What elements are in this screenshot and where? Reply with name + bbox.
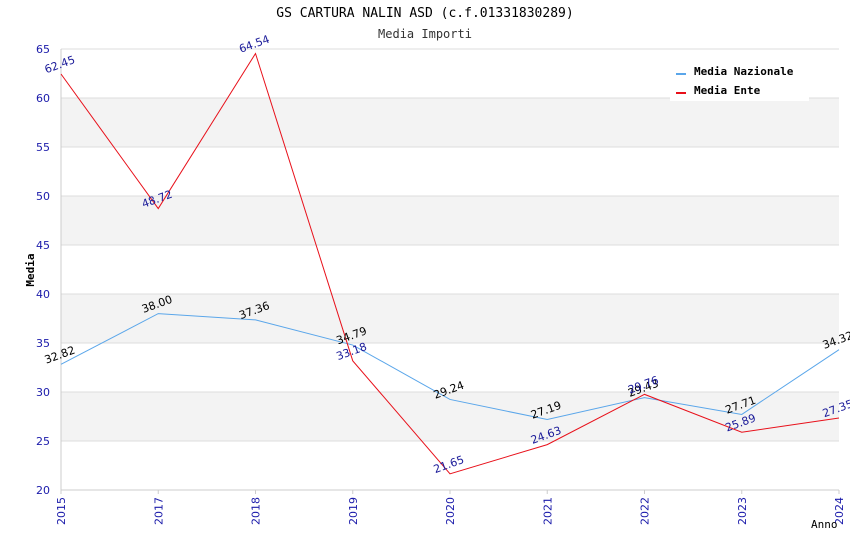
series-line	[60, 313, 840, 421]
x-tick-label: 2022	[639, 497, 652, 525]
x-axis-title: Anno	[811, 518, 838, 531]
y-axis-title: Media	[24, 253, 37, 286]
y-tick-label: 30	[36, 386, 50, 399]
plot-band	[61, 441, 839, 490]
y-tick-label: 20	[36, 484, 50, 497]
x-axis-ticks: 2015 2017 2018 2019 2020 2021 2022 2023 2024	[55, 490, 846, 525]
legend: Media Nazionale Media Ente	[670, 58, 809, 101]
x-tick-label: 2024	[833, 497, 846, 525]
y-tick-label: 55	[36, 141, 50, 154]
y-tick-label: 65	[36, 43, 50, 56]
chart-title: GS CARTURA NALIN ASD (c.f.01331830289)	[276, 6, 574, 21]
plot-band	[61, 343, 839, 392]
x-tick-label: 2021	[541, 497, 554, 525]
plot-bands	[61, 49, 839, 490]
plot-band	[61, 245, 839, 294]
y-tick-label: 40	[36, 288, 50, 301]
legend-box	[670, 58, 809, 101]
legend-label: Media Ente	[694, 84, 761, 97]
series-line	[60, 52, 840, 475]
y-tick-label: 60	[36, 92, 50, 105]
plot-band	[61, 147, 839, 196]
x-tick-label: 2015	[55, 497, 68, 525]
x-tick-label: 2020	[444, 497, 457, 525]
plot-band	[61, 392, 839, 441]
y-tick-label: 50	[36, 190, 50, 203]
y-tick-label: 35	[36, 337, 50, 350]
chart-subtitle: Media Importi	[378, 27, 472, 41]
x-tick-label: 2018	[250, 497, 263, 525]
legend-label: Media Nazionale	[694, 65, 794, 78]
plot-band	[61, 196, 839, 245]
y-tick-label: 45	[36, 239, 50, 252]
x-tick-label: 2017	[152, 497, 165, 525]
series-lines	[60, 52, 840, 475]
grid-lines	[61, 48, 839, 491]
x-tick-label: 2023	[736, 497, 749, 525]
plot-band	[61, 98, 839, 147]
plot-band	[61, 294, 839, 343]
x-tick-label: 2019	[347, 497, 360, 525]
y-axis-ticks: 20 25 30 35 40 45 50 55 60 65	[36, 43, 50, 497]
y-tick-label: 25	[36, 435, 50, 448]
